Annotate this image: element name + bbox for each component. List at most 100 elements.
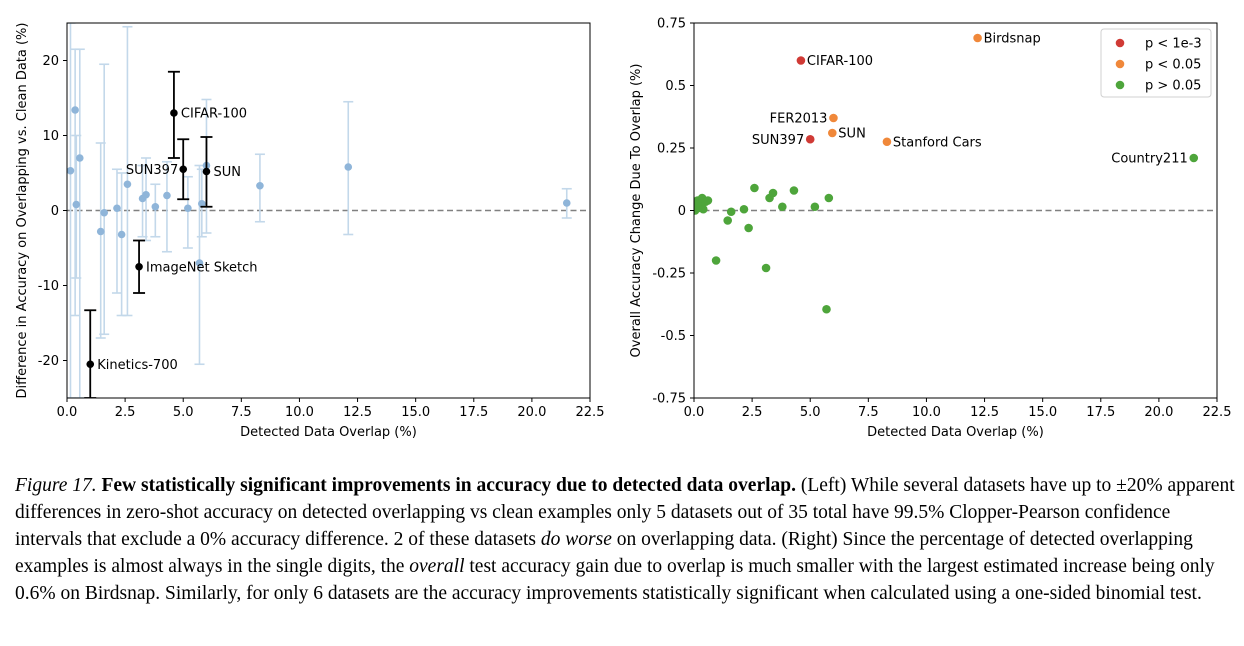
data-point [67,166,75,175]
left-y-axis-label: Difference in Accuracy on Overlapping vs… [15,23,30,399]
data-point [151,202,160,211]
point-label: Kinetics-700 [97,358,178,373]
data-point-labeled [973,33,982,43]
data-point [256,181,264,190]
left-y-tick-label: 10 [42,129,59,144]
right-y-tick-label: -0.25 [652,267,686,282]
legend-marker [1115,38,1125,48]
point-label: CIFAR-100 [181,107,247,122]
right-y-tick-label: 0 [678,204,686,219]
data-point-labeled [828,128,837,138]
right-x-tick-label: 20.0 [1144,405,1173,420]
right-plot-frame [693,22,1218,399]
figure-caption: Figure 17. Few statistically significant… [15,472,1237,607]
point-label: Country211 [1111,152,1187,167]
data-point-labeled [829,113,838,123]
point-label: CIFAR-100 [807,54,873,69]
right-x-tick-label: 12.5 [970,405,999,420]
legend-label: p < 0.05 [1145,58,1201,73]
right-x-tick-label: 0.0 [684,405,705,420]
right-y-tick-label: 0.75 [657,17,686,32]
point-label: ImageNet Sketch [146,260,257,275]
data-point [142,190,150,199]
left-x-axis-label: Detected Data Overlap (%) [240,425,417,440]
data-point [744,223,753,233]
right-plot-marks [694,33,1199,314]
data-point [198,199,206,208]
caption-text-3: test accuracy gain due to overlap is muc… [15,556,1215,604]
figure-svg: 0.0 2.5 5.0 7.5 10.0 12.5 15.0 17.5 20.0 22.5 -20 -… [15,17,1232,441]
data-point [824,193,834,203]
point-label: SUN [838,127,866,142]
left-x-tick-label: 2.5 [115,405,136,420]
left-x-tick-label: 12.5 [343,405,372,420]
left-y-tick-label: -20 [38,354,59,369]
data-point [75,154,84,162]
caption-text-1: (Left) While several datasets have up to… [15,475,1235,550]
data-point [723,216,733,225]
data-point [768,188,778,198]
data-point [123,180,132,189]
data-point [184,204,192,213]
figure-area: 0.0 2.5 5.0 7.5 10.0 12.5 15.0 17.5 20.0 22.5 -20 -… [15,17,1232,441]
left-x-tick-label: 0.0 [57,405,78,420]
data-point [761,263,771,273]
left-x-tick-label: 17.5 [459,405,488,420]
data-point [113,204,121,213]
right-y-tick-label: 0.25 [657,142,686,157]
left-x-tick-label: 22.5 [576,405,605,420]
data-point-significant [86,360,95,369]
data-point [789,186,799,195]
point-label: Stanford Cars [893,135,982,150]
left-x-tick-label: 15.0 [401,405,430,420]
right-x-tick-label: 22.5 [1203,405,1232,420]
right-x-tick-label: 15.0 [1028,405,1057,420]
right-y-tick-label: -0.75 [652,392,686,407]
left-x-tick-label: 10.0 [285,405,314,420]
data-point-significant [170,109,178,117]
data-point [163,191,171,200]
right-x-tick-label: 17.5 [1086,405,1115,420]
data-point [72,200,81,209]
right-y-tick-label: -0.5 [661,329,686,344]
caption-title: Few statistically significant improvemen… [101,475,796,496]
caption-emphasis-overall: overall [409,556,465,577]
data-point-significant [179,165,188,174]
right-x-axis-label: Detected Data Overlap (%) [867,425,1044,440]
left-plot-frame [66,22,591,399]
right-x-tick-label: 7.5 [858,405,879,420]
data-point [698,204,708,214]
right-x-tick-label: 2.5 [742,405,763,420]
legend-marker [1115,59,1125,69]
data-point [739,204,749,214]
data-point-labeled [796,56,806,65]
legend-label: p < 1e-3 [1145,37,1202,52]
data-point [195,259,204,267]
right-x-tick-label: 5.0 [800,405,821,420]
left-plot-marks [67,23,572,398]
data-point [117,230,126,239]
data-point [726,207,736,217]
caption-emphasis-do-worse: do worse [540,529,612,550]
data-point [703,196,713,205]
right-y-axis-label: Overall Accuracy Change Due To Overlap (… [629,64,644,358]
data-point [71,106,79,114]
data-point-labeled [805,134,815,144]
left-x-tick-label: 20.0 [517,405,546,420]
data-point [96,227,105,236]
point-label: Birdsnap [984,32,1041,47]
data-point-labeled [1189,153,1199,163]
left-panel: 0.0 2.5 5.0 7.5 10.0 12.5 15.0 17.5 20.0 22.5 -20 -… [15,22,605,440]
left-y-tick-label: -10 [38,279,59,294]
left-y-tick-label: 0 [51,204,59,219]
data-point [822,304,831,314]
point-label: SUN397 [752,133,804,148]
caption-figure-id: Figure 17. [15,475,97,496]
data-point [100,208,108,217]
data-point [750,183,759,193]
legend-label: p > 0.05 [1145,79,1201,94]
point-label: SUN397 [126,163,178,178]
caption-text-2: on overlapping data. (Right) Since the p… [15,529,1193,577]
point-label: SUN [213,165,241,180]
legend: p < 1e-3 p < 0.05 p > 0.05 [1100,28,1212,98]
